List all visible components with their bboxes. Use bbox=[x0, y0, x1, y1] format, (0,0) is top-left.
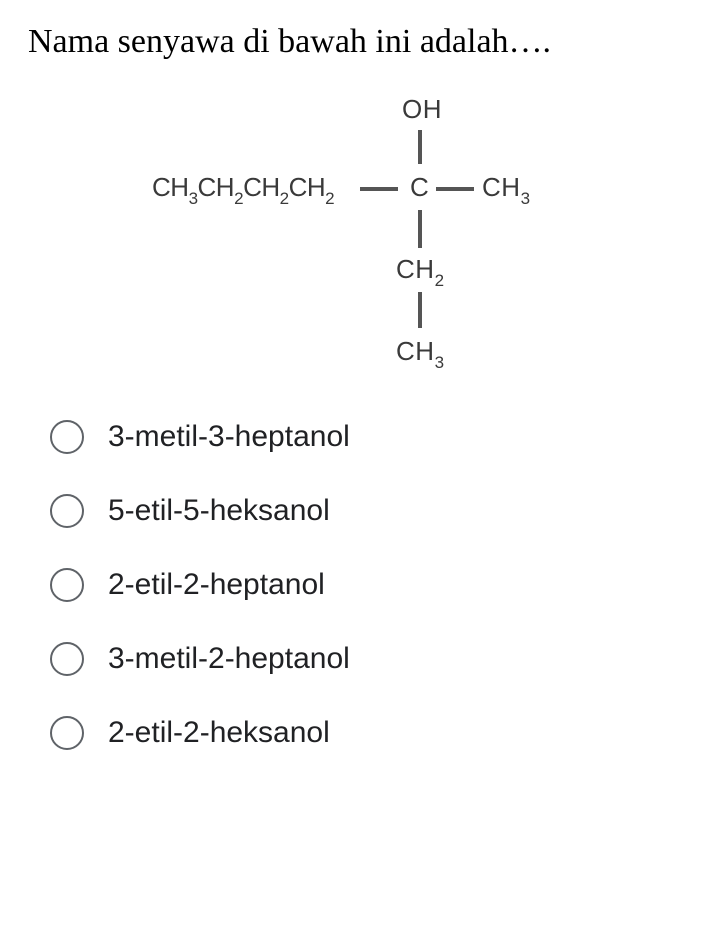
atom-left-chain: CH3CH2CH2CH2 bbox=[152, 172, 334, 207]
question-container: Nama senyawa di bawah ini adalah…. OH CH… bbox=[0, 0, 728, 810]
atom-ch3-right: CH3 bbox=[482, 172, 531, 207]
chain-s3: 2 bbox=[280, 189, 289, 208]
atom-ch3-bottom-sub: 3 bbox=[435, 353, 445, 372]
radio-icon[interactable] bbox=[50, 494, 84, 528]
chain-s2: 2 bbox=[234, 189, 243, 208]
bond-h-right bbox=[436, 187, 474, 191]
chain-p1: CH bbox=[152, 172, 189, 202]
atom-ch2-text: CH bbox=[396, 254, 435, 284]
radio-icon[interactable] bbox=[50, 642, 84, 676]
radio-icon[interactable] bbox=[50, 716, 84, 750]
chain-p4: CH bbox=[289, 172, 326, 202]
chain-p3: CH bbox=[243, 172, 280, 202]
chain-p2: CH bbox=[198, 172, 235, 202]
atom-oh: OH bbox=[402, 94, 442, 125]
bond-v-top bbox=[418, 130, 422, 164]
bond-v-mid1 bbox=[418, 210, 422, 248]
option-3-label: 2-etil-2-heptanol bbox=[108, 568, 325, 602]
radio-icon[interactable] bbox=[50, 568, 84, 602]
chain-s1: 3 bbox=[189, 189, 198, 208]
option-2-label: 5-etil-5-heksanol bbox=[108, 494, 330, 528]
bond-h-left bbox=[360, 187, 398, 191]
atom-ch2-sub: 2 bbox=[435, 271, 445, 290]
option-2[interactable]: 5-etil-5-heksanol bbox=[50, 494, 700, 528]
atom-ch2: CH2 bbox=[396, 254, 445, 289]
option-1-label: 3-metil-3-heptanol bbox=[108, 420, 350, 454]
option-4-label: 3-metil-2-heptanol bbox=[108, 642, 350, 676]
option-1[interactable]: 3-metil-3-heptanol bbox=[50, 420, 700, 454]
options-list: 3-metil-3-heptanol 5-etil-5-heksanol 2-e… bbox=[28, 420, 700, 750]
atom-ch3-bottom-text: CH bbox=[396, 336, 435, 366]
option-3[interactable]: 2-etil-2-heptanol bbox=[50, 568, 700, 602]
atom-ch3-right-text: CH bbox=[482, 172, 521, 202]
bond-v-mid2 bbox=[418, 292, 422, 328]
atom-ch3-right-sub: 3 bbox=[521, 189, 531, 208]
option-5-label: 2-etil-2-heksanol bbox=[108, 716, 330, 750]
option-5[interactable]: 2-etil-2-heksanol bbox=[50, 716, 700, 750]
atom-ch3-bottom: CH3 bbox=[396, 336, 445, 371]
chain-s4: 2 bbox=[325, 189, 334, 208]
radio-icon[interactable] bbox=[50, 420, 84, 454]
atom-center-c: C bbox=[410, 172, 429, 203]
question-text: Nama senyawa di bawah ini adalah…. bbox=[28, 20, 700, 64]
chemical-structure: OH CH3CH2CH2CH2 C CH3 CH2 CH3 bbox=[84, 88, 644, 388]
option-4[interactable]: 3-metil-2-heptanol bbox=[50, 642, 700, 676]
